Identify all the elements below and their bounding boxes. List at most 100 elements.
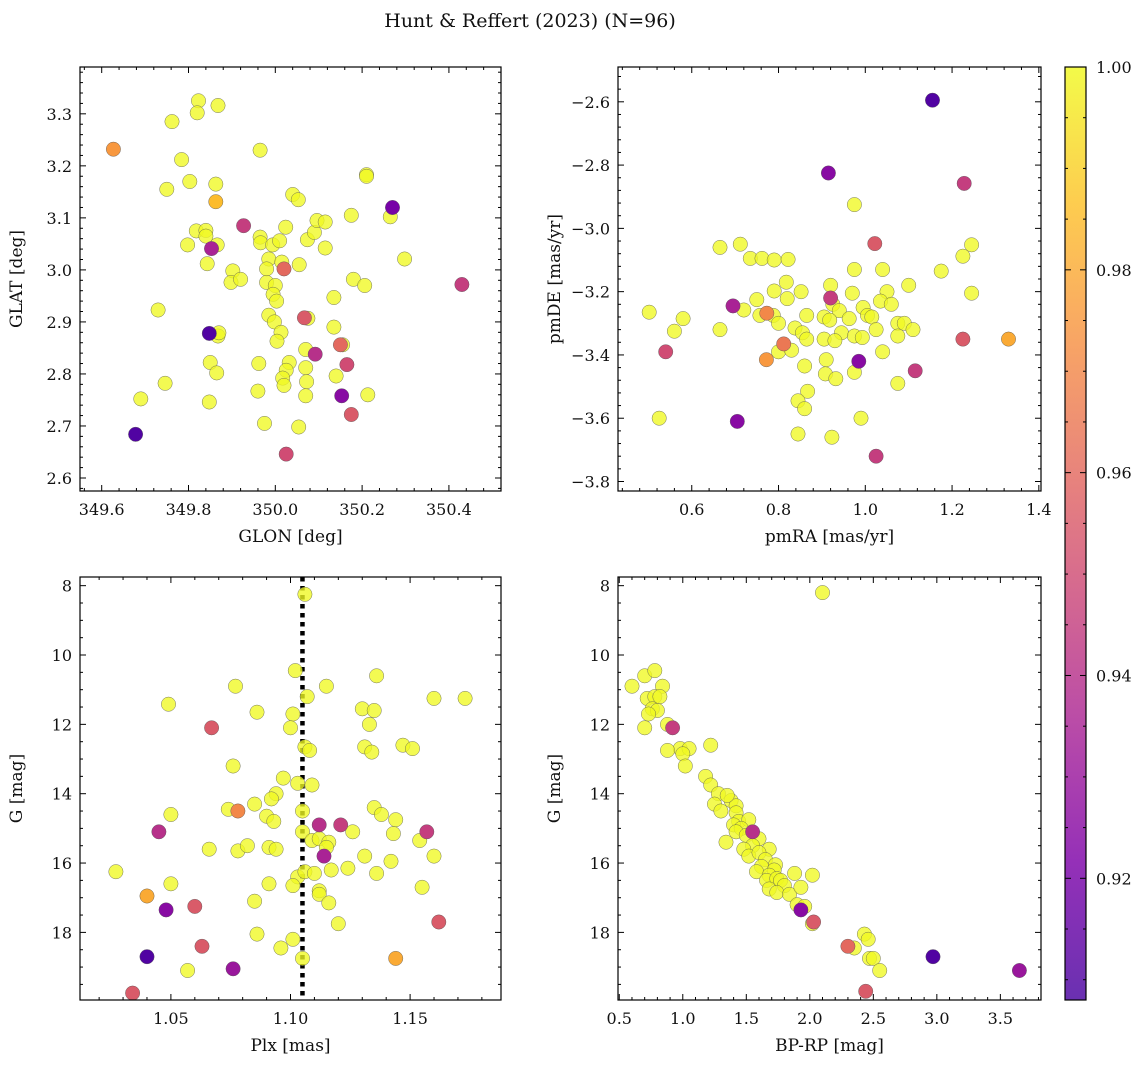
y-tick-label: 2.9 [47,313,72,332]
y-tick-label: 12 [52,715,72,734]
data-point [641,706,656,722]
data-point [295,824,310,840]
y-tick-label: 2.7 [47,417,72,436]
x-tick-label: 1.0 [853,500,878,519]
data-point [361,717,377,732]
data-point [187,899,203,914]
data-point [139,949,155,965]
data-point [414,879,430,895]
y-tick-label: 18 [590,923,610,942]
data-point [840,938,856,954]
data-point [340,860,356,876]
data-point [287,663,303,678]
y-tick-label: 14 [52,785,72,804]
x-tick-label: 1.10 [273,1009,309,1028]
y-tick-label: 16 [590,854,610,873]
data-point [853,410,869,426]
data-point [208,194,224,210]
data-point [151,824,167,840]
panel-pmra-pmde: 0.6 0.8 1.0 1.2 1.4 −3.8 −3.6 −3.4 −3.2 −3.0 −2.8 −… [545,66,1052,547]
data-point [291,257,307,273]
data-point [823,277,838,293]
data-point [1001,331,1016,347]
data-point [249,926,265,942]
y-axis-label: G [mag] [545,754,565,823]
data-point [133,391,149,407]
data-point [426,848,442,864]
data-point [330,916,346,932]
data-point [797,401,812,417]
y-tick-label: 3.2 [47,157,72,176]
colorbar-frame [1064,66,1087,1001]
x-tick-label: 1.2 [939,500,964,519]
data-point [278,219,294,235]
data-point [357,848,373,864]
data-point [345,824,361,840]
data-point [759,305,775,321]
data-point [793,879,809,895]
data-point [204,241,219,257]
data-point [818,352,834,368]
data-point [199,256,215,272]
data-point [854,330,870,345]
data-point [276,377,292,393]
data-point [252,142,268,158]
data-point [875,344,890,360]
data-point [718,834,734,850]
data-point [159,181,175,197]
data-point [799,307,815,323]
x-tick-label: 1.5 [734,1009,759,1028]
y-tick-label: −2.6 [571,93,610,112]
data-point [779,291,795,306]
data-point [249,704,265,720]
data-point [369,668,384,684]
data-point [454,277,470,292]
data-point [844,285,860,301]
data-point [907,363,923,379]
data-point [637,720,653,736]
y-axis-label: GLAT [deg] [7,230,27,328]
data-points [108,586,473,1000]
data-point [257,415,272,431]
y-axis-label: G [mag] [7,754,27,823]
data-point [890,375,906,391]
data-point [800,383,815,399]
data-point [369,866,384,881]
data-point [868,322,884,337]
data-point [158,902,174,918]
data-point [651,410,667,426]
x-tick-label: 0.8 [766,500,791,519]
data-point [419,824,435,840]
data-point [317,214,333,230]
colorbar-gradient [1065,67,1086,1000]
x-tick-label: 3.0 [924,1009,949,1028]
data-point [383,853,399,869]
data-point [675,311,691,326]
y-tick-label: 10 [52,646,72,665]
data-point [797,358,812,374]
data-point [209,365,225,381]
data-point [373,807,389,822]
data-point [326,319,342,335]
x-axis-label: pmRA [mas/yr] [765,527,894,547]
data-point [323,862,339,878]
data-point [712,322,728,337]
y-tick-label: 3.3 [47,105,72,124]
data-points [641,92,1016,464]
data-point [316,848,332,864]
data-point [397,251,412,267]
data-point [201,325,217,341]
data-point [311,886,327,902]
data-point [304,777,320,793]
data-point [647,663,663,678]
y-tick-label: 16 [52,854,72,873]
data-point [157,375,173,391]
data-point [776,336,792,352]
data-point [208,176,224,192]
y-tick-label: 10 [590,646,610,665]
data-point [285,931,301,947]
data-point [831,303,847,318]
data-point [247,893,263,909]
data-point [285,706,301,722]
